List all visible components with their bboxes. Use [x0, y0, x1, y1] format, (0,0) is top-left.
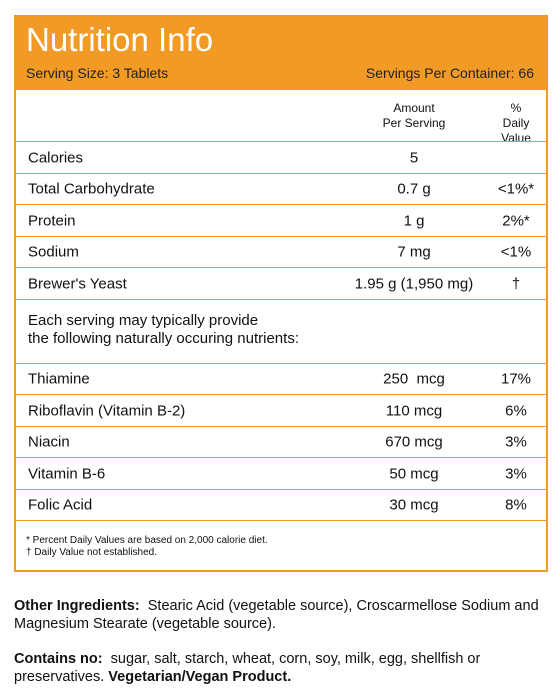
table-row: Brewer's Yeast 1.95 g (1,950 mg) †	[16, 267, 546, 299]
cell: 2%*	[502, 212, 530, 229]
cell: 30 mcg	[389, 496, 439, 514]
column-header: % Daily Value	[501, 101, 531, 146]
cell: Riboflavin (Vitamin B-2)	[28, 402, 186, 419]
cell: 5	[409, 149, 419, 166]
table-row: Total Carbohydrate 0.7 g <1%*	[16, 172, 546, 205]
footnote: † Daily Value not established.	[26, 547, 158, 558]
table-row: Sodium 7 mg <1%	[16, 235, 546, 268]
cell: 3%	[505, 433, 527, 451]
note-line: the following naturally occuring nutrien…	[28, 329, 299, 347]
servings-per-container: Servings Per Container: 66	[365, 65, 534, 81]
text: sugar, salt, starch, wheat, corn, soy, m…	[14, 651, 481, 685]
note-line: Each serving may typically provide	[28, 311, 259, 329]
cell: 1 g	[403, 212, 425, 229]
serving-size: Serving Size: 3 Tablets	[26, 65, 169, 81]
cell: Thiamine	[28, 370, 90, 388]
table-row: Niacin 670 mcg 3%	[16, 425, 546, 458]
contains: Contains no: sugar, salt, starch, wheat,…	[14, 650, 544, 686]
label-header: Nutrition Info Serving Size: 3 Tablets S…	[16, 17, 546, 90]
cell: Vitamin B-6	[28, 465, 106, 482]
title: Nutrition Info	[26, 21, 214, 58]
table-row: Calories 5	[16, 141, 546, 173]
column-header-line: Per Serving	[382, 116, 446, 130]
column-header-line: Amount	[393, 101, 435, 115]
table-row: Riboflavin (Vitamin B-2) 110 mcg 6%	[16, 394, 546, 426]
cell: 0.7 g	[397, 180, 431, 198]
label: Other Ingredients:	[14, 598, 140, 614]
footnote: * Percent Daily Values are based on 2,00…	[26, 535, 268, 546]
cell: 110 mcg	[385, 402, 443, 419]
footnotes: * Percent Daily Values are based on 2,00…	[16, 520, 546, 571]
label: Contains no:	[14, 651, 103, 667]
table-row: Protein 1 g 2%*	[16, 204, 546, 236]
cell: <1%	[500, 243, 532, 261]
table-row: Thiamine 250 mcg 17%	[16, 362, 546, 395]
cell: 250 mcg	[383, 370, 445, 388]
cell: <1%*	[497, 180, 535, 198]
cell: Folic Acid	[28, 496, 93, 514]
cell: 7 mg	[397, 243, 431, 261]
other-ingredients: Other Ingredients: Stearic Acid (vegetab…	[14, 597, 544, 633]
note: Each serving may typically provide the fo…	[16, 298, 546, 364]
cell: 50 mcg	[389, 465, 439, 482]
column-header-line: % Daily	[502, 101, 530, 130]
cell: Sodium	[28, 243, 79, 261]
cell: Calories	[28, 149, 84, 166]
label-box: Nutrition Info Serving Size: 3 Tablets S…	[14, 15, 548, 572]
cell: 17%	[500, 370, 532, 388]
emphasis: Vegetarian/Vegan Product.	[108, 669, 292, 685]
cell: Niacin	[28, 433, 70, 451]
cell: Protein	[28, 212, 76, 229]
cell: 3%	[505, 465, 527, 482]
cell: 670 mcg	[385, 433, 443, 451]
cell: 1.95 g (1,950 mg)	[354, 275, 474, 292]
table-row: Vitamin B-6 50 mcg 3%	[16, 457, 546, 489]
text: Stearic Acid (vegetable source), Croscar…	[14, 598, 539, 632]
cell: Total Carbohydrate	[28, 180, 155, 198]
cell: Brewer's Yeast	[28, 275, 127, 292]
table-row: Folic Acid 30 mcg 8%	[16, 488, 546, 521]
cell: 6%	[505, 402, 527, 419]
cell: †	[511, 275, 521, 292]
cell: 8%	[505, 496, 527, 514]
column-header: Amount Per Serving	[383, 101, 446, 131]
